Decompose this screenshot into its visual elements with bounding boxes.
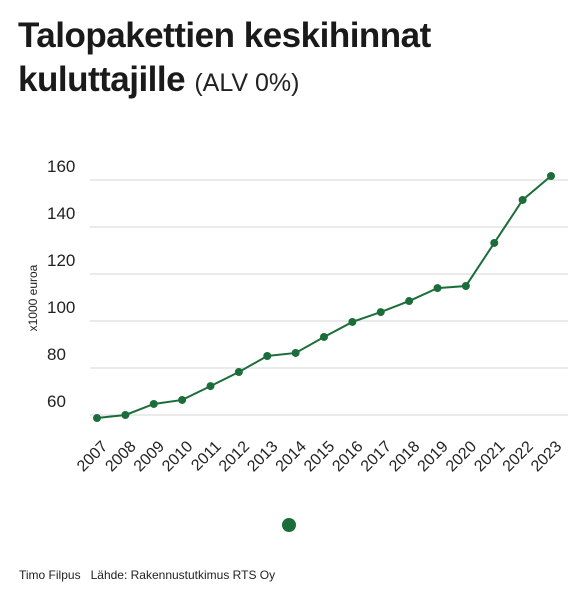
data-point <box>291 348 300 357</box>
data-point <box>93 414 101 423</box>
data-point <box>405 297 414 306</box>
y-tick-label: 80 <box>47 345 66 364</box>
x-tick-label: 2019 <box>414 438 451 475</box>
y-tick-label: 60 <box>47 392 66 411</box>
x-tick-label: 2022 <box>500 438 537 475</box>
chart-subtitle: (ALV 0%) <box>194 69 300 97</box>
x-tick-label: 2012 <box>216 438 253 475</box>
data-point <box>490 238 499 247</box>
x-tick-label: 2020 <box>443 438 480 475</box>
x-tick-label: 2018 <box>386 438 423 475</box>
x-tick-label: 2007 <box>74 438 111 475</box>
y-tick-label: 140 <box>47 204 75 223</box>
y-tick-label: 100 <box>47 298 75 317</box>
data-point <box>348 317 357 326</box>
data-point <box>149 399 158 408</box>
legend-marker <box>282 518 296 532</box>
title-block: Talopakettien keskihinnat kuluttajille (… <box>18 14 568 105</box>
footer: Timo Filpus Lähde: Rakennustutkimus RTS … <box>19 568 275 582</box>
data-point <box>178 395 187 404</box>
data-point <box>376 308 385 317</box>
x-tick-label: 2014 <box>273 438 310 475</box>
x-tick-label: 2023 <box>528 438 565 475</box>
x-tick-label: 2011 <box>188 438 224 474</box>
data-point <box>234 367 243 376</box>
data-point <box>547 172 555 181</box>
data-point <box>263 352 272 361</box>
data-point <box>433 284 442 293</box>
data-point <box>206 382 215 391</box>
x-tick-label: 2016 <box>329 438 366 475</box>
y-tick-label: 120 <box>47 251 75 270</box>
y-axis-label: x1000 euroa <box>26 264 40 331</box>
x-tick-label: 2017 <box>358 438 395 475</box>
x-tick-label: 2013 <box>244 438 281 475</box>
series-line <box>96 175 552 420</box>
author: Timo Filpus <box>19 568 81 582</box>
data-point <box>518 195 527 204</box>
data-point <box>461 281 470 290</box>
x-tick-label: 2010 <box>159 438 196 475</box>
y-tick-label: 160 <box>47 157 75 176</box>
source: Lähde: Rakennustutkimus RTS Oy <box>90 568 276 582</box>
chart-title: Talopakettien keskihinnat kuluttajille <box>18 16 431 99</box>
x-tick-label: 2009 <box>131 438 168 475</box>
x-tick-label: 2008 <box>102 438 139 475</box>
data-point <box>121 411 130 419</box>
x-tick-label: 2021 <box>471 438 508 475</box>
data-point <box>320 332 328 341</box>
x-tick-label: 2015 <box>301 438 338 475</box>
